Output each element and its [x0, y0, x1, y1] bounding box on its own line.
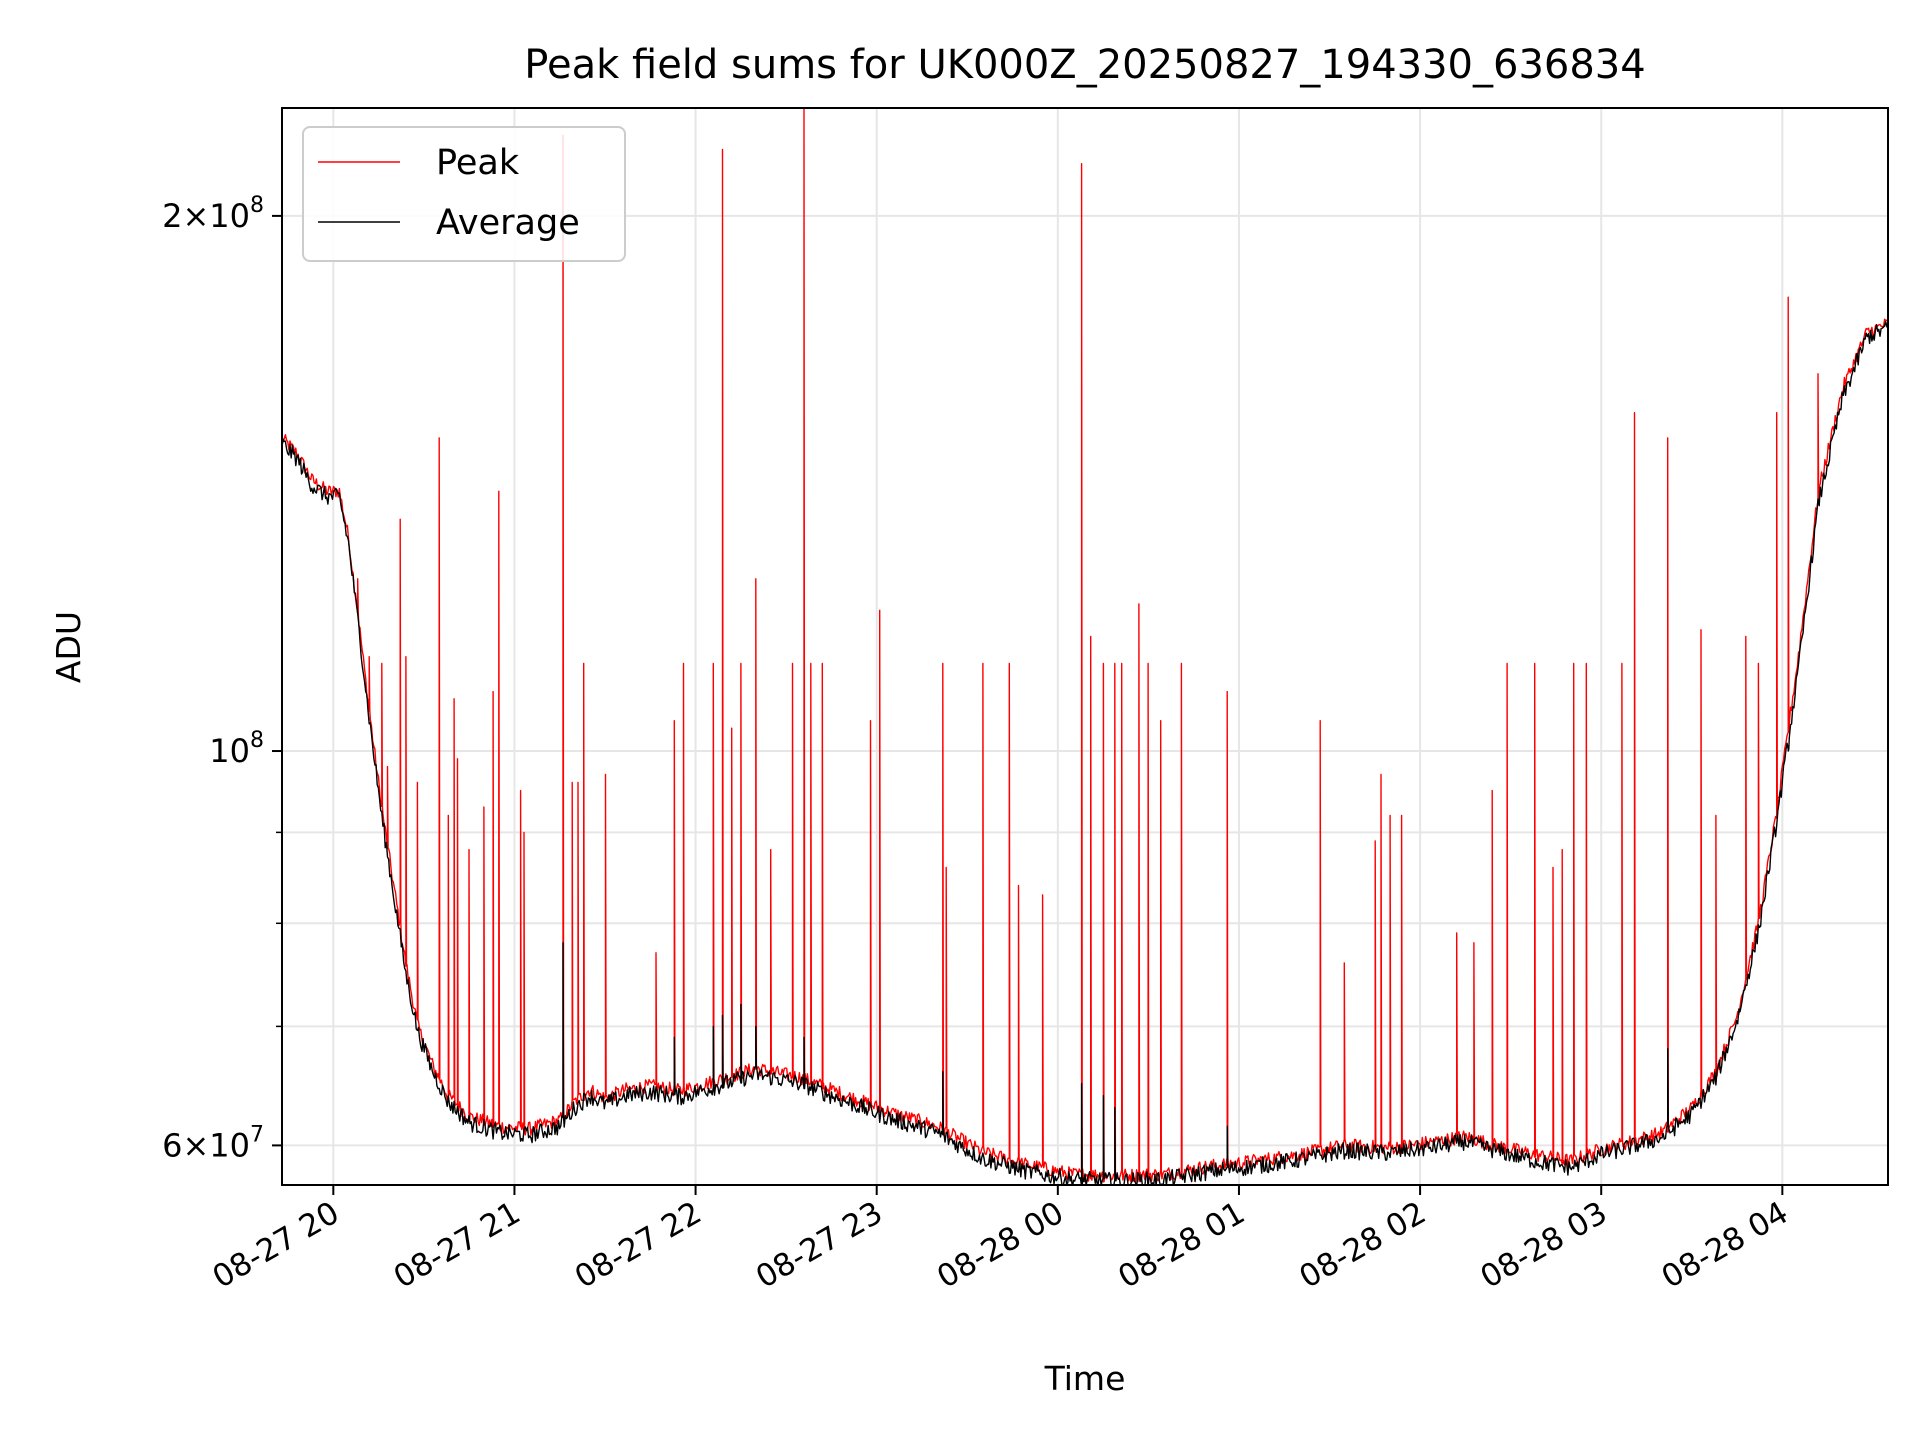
series-average: [282, 320, 1888, 1185]
legend-box: [302, 126, 626, 262]
grid: [282, 108, 1888, 1185]
legend-label-peak: Peak: [436, 143, 520, 183]
plot-area: [282, 108, 1888, 1185]
y-tick-label: 108: [209, 728, 264, 770]
series-line-average: [282, 320, 1888, 1185]
legend-label-average: Average: [436, 203, 580, 243]
plot-frame: [281, 107, 1889, 1186]
legend: Peak Average: [302, 126, 626, 262]
series-line-peak: [282, 108, 1888, 1183]
y-tick-label: 2×108: [162, 193, 264, 235]
x-axis-label: Time: [1044, 1359, 1126, 1398]
chart-title: Peak field sums for UK000Z_20250827_1943…: [524, 42, 1645, 88]
y-axis-label: ADU: [49, 611, 88, 683]
y-tick-label: 6×107: [162, 1122, 264, 1164]
series-peak: [282, 108, 1888, 1183]
